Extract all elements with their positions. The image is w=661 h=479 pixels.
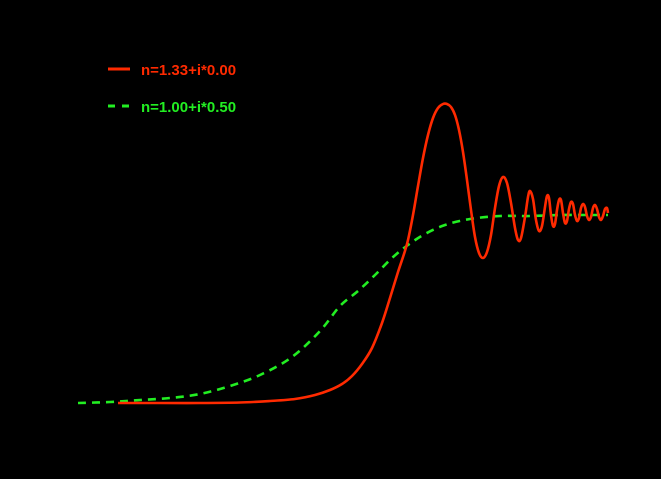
series-line-solid <box>118 102 610 405</box>
series-line-dashed <box>77 213 608 405</box>
legend-label: n=1.00+i*0.50 <box>141 99 236 116</box>
legend-item-red: n=1.33+i*0.00 <box>108 62 236 79</box>
legend-label: n=1.33+i*0.00 <box>141 62 236 79</box>
legend: n=1.33+i*0.00 n=1.00+i*0.50 <box>108 62 236 116</box>
legend-item-green: n=1.00+i*0.50 <box>108 99 236 116</box>
series-layer <box>77 102 610 405</box>
